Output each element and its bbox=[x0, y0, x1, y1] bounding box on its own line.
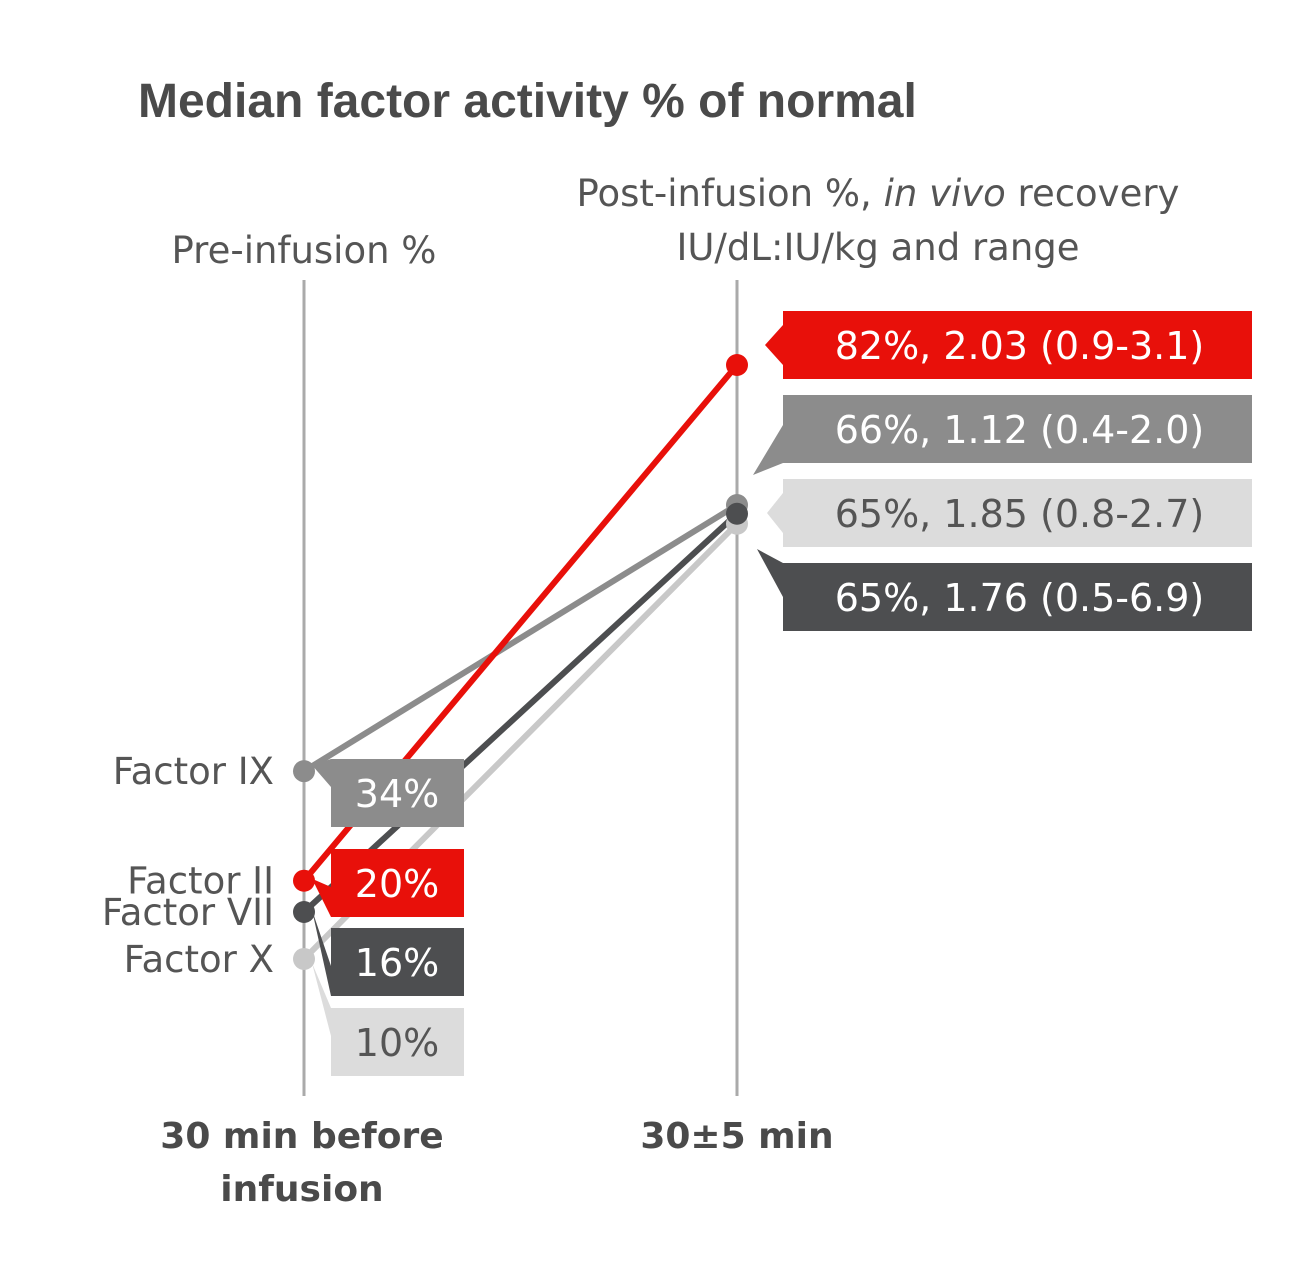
factor-vii-series-line bbox=[301, 510, 740, 915]
factor-ii-post-value-label: 82%, 2.03 (0.9-3.1) bbox=[835, 324, 1205, 368]
factor-ix-pre-label-tail bbox=[312, 759, 331, 787]
factor-x-post-label-box bbox=[783, 479, 1252, 547]
factor-ii-post-label-tail bbox=[765, 325, 783, 365]
factor-ix-pre-point bbox=[293, 760, 315, 783]
factor-x-post-value-label: 65%, 1.85 (0.8-2.7) bbox=[835, 492, 1205, 536]
factor-vii-series-name: Factor VII bbox=[102, 891, 274, 934]
x-tick-pre-line2: infusion bbox=[220, 1169, 383, 1210]
factor-ix-post-label-box bbox=[783, 395, 1252, 463]
factor-ii-post-point bbox=[726, 354, 748, 376]
factor-ii-pre-label-box bbox=[331, 849, 464, 917]
factor-ix-post-value-label: 66%, 1.12 (0.4-2.0) bbox=[835, 408, 1205, 452]
factor-ii-pre-point bbox=[293, 869, 315, 892]
factor-ii-series-name: Factor II bbox=[127, 860, 274, 903]
factor-x-pre-label-box bbox=[331, 1008, 464, 1076]
factor-ix-post-label-tail bbox=[753, 425, 783, 475]
factor-ii-pre-label-tail bbox=[312, 878, 331, 917]
factor-vii-post-point bbox=[726, 502, 748, 525]
factor-ii-post-label-box bbox=[783, 311, 1252, 379]
factor-ix-series-line bbox=[301, 502, 740, 775]
post-infusion-header-line1: Post-infusion %, in vivo recovery bbox=[577, 172, 1180, 215]
factor-ix-pre-value-label: 34% bbox=[355, 772, 439, 816]
x-tick-pre-line1: 30 min before bbox=[160, 1116, 443, 1157]
factor-x-pre-label-tail bbox=[312, 962, 331, 1036]
post-header-part-a: Post-infusion %, bbox=[577, 172, 884, 215]
x-tick-post: 30±5 min bbox=[640, 1116, 833, 1157]
plot-area: 34% Factor IX 10% Factor X 16% Factor VII 20% F… bbox=[102, 311, 1252, 1076]
factor-vii-pre-value-label: 16% bbox=[355, 941, 439, 985]
post-header-italic: in vivo bbox=[884, 172, 1006, 215]
factor-x-post-label-tail bbox=[767, 493, 783, 533]
factor-x-pre-point bbox=[293, 947, 315, 970]
factor-vii-pre-label-box bbox=[331, 928, 464, 996]
factor-vii-post-value-label: 65%, 1.76 (0.5-6.9) bbox=[835, 576, 1205, 620]
post-header-part-b: recovery bbox=[1006, 172, 1180, 215]
factor-vii-pre-point bbox=[293, 901, 315, 923]
factor-vii-post-label-box bbox=[783, 563, 1252, 631]
post-infusion-header-line2: IU/dL:IU/kg and range bbox=[676, 226, 1079, 269]
pre-infusion-header: Pre-infusion % bbox=[172, 229, 437, 272]
chart-title: Median factor activity % of normal bbox=[138, 75, 917, 128]
factor-vii-post-label-tail bbox=[757, 549, 783, 597]
factor-ii-pre-value-label: 20% bbox=[355, 862, 439, 906]
factor-vii-pre-label-tail bbox=[312, 910, 331, 996]
factor-x-series-name: Factor X bbox=[124, 938, 274, 981]
factor-x-pre-value-label: 10% bbox=[355, 1021, 439, 1065]
factor-ix-series-name: Factor IX bbox=[113, 750, 274, 793]
factor-ix-pre-label-box bbox=[331, 759, 464, 827]
